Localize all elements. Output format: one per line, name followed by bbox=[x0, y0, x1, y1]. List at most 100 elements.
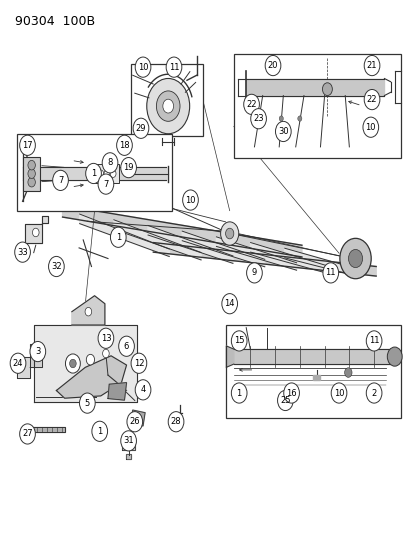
Circle shape bbox=[168, 411, 183, 432]
Polygon shape bbox=[233, 349, 390, 364]
Polygon shape bbox=[216, 237, 296, 270]
Circle shape bbox=[92, 421, 107, 441]
Circle shape bbox=[104, 170, 109, 177]
Circle shape bbox=[182, 190, 198, 210]
Polygon shape bbox=[284, 248, 359, 277]
Text: 11: 11 bbox=[169, 63, 179, 71]
Polygon shape bbox=[313, 375, 320, 380]
FancyBboxPatch shape bbox=[17, 134, 171, 211]
Polygon shape bbox=[246, 78, 384, 95]
Polygon shape bbox=[122, 439, 135, 450]
Circle shape bbox=[97, 170, 103, 177]
FancyBboxPatch shape bbox=[94, 164, 119, 183]
Polygon shape bbox=[79, 214, 169, 256]
Text: 22: 22 bbox=[246, 100, 256, 109]
FancyBboxPatch shape bbox=[225, 325, 400, 418]
Circle shape bbox=[243, 94, 259, 115]
Circle shape bbox=[283, 383, 299, 403]
FancyBboxPatch shape bbox=[233, 54, 400, 158]
Circle shape bbox=[297, 116, 301, 121]
Circle shape bbox=[322, 83, 332, 95]
Circle shape bbox=[121, 431, 136, 451]
Text: 30: 30 bbox=[278, 127, 288, 136]
Text: 7: 7 bbox=[58, 176, 63, 185]
Text: 6: 6 bbox=[123, 342, 129, 351]
Circle shape bbox=[28, 169, 35, 179]
Circle shape bbox=[231, 383, 247, 403]
Text: 8: 8 bbox=[107, 158, 112, 167]
Text: 26: 26 bbox=[129, 417, 140, 426]
Circle shape bbox=[278, 116, 282, 121]
Circle shape bbox=[166, 57, 181, 77]
Circle shape bbox=[98, 174, 114, 194]
Circle shape bbox=[250, 109, 266, 129]
Circle shape bbox=[32, 228, 39, 237]
Circle shape bbox=[246, 263, 262, 283]
Text: 1: 1 bbox=[97, 427, 102, 436]
Circle shape bbox=[28, 160, 35, 170]
Text: 21: 21 bbox=[366, 61, 376, 70]
Circle shape bbox=[366, 331, 381, 351]
Text: 1: 1 bbox=[91, 169, 96, 178]
Text: 27: 27 bbox=[22, 430, 33, 439]
Circle shape bbox=[162, 99, 173, 113]
Circle shape bbox=[85, 308, 91, 316]
Circle shape bbox=[363, 55, 379, 76]
Polygon shape bbox=[182, 231, 264, 266]
Text: 10: 10 bbox=[333, 389, 344, 398]
Circle shape bbox=[20, 424, 35, 444]
Text: 25: 25 bbox=[280, 396, 290, 405]
Circle shape bbox=[135, 57, 150, 77]
Polygon shape bbox=[114, 220, 201, 260]
Text: 10: 10 bbox=[185, 196, 195, 205]
Polygon shape bbox=[23, 427, 64, 432]
Text: 90304  100B: 90304 100B bbox=[15, 15, 95, 28]
Text: 7: 7 bbox=[103, 180, 108, 189]
Circle shape bbox=[20, 135, 35, 156]
Circle shape bbox=[231, 331, 247, 351]
Text: 4: 4 bbox=[140, 385, 145, 394]
FancyBboxPatch shape bbox=[131, 64, 202, 136]
Polygon shape bbox=[148, 225, 233, 263]
Circle shape bbox=[220, 222, 238, 245]
Polygon shape bbox=[56, 356, 126, 398]
Circle shape bbox=[119, 336, 134, 357]
Text: 17: 17 bbox=[22, 141, 33, 150]
Polygon shape bbox=[250, 243, 328, 273]
Circle shape bbox=[348, 249, 362, 268]
Circle shape bbox=[10, 353, 26, 373]
Circle shape bbox=[387, 347, 401, 366]
Circle shape bbox=[362, 117, 378, 138]
Text: 19: 19 bbox=[123, 163, 133, 172]
Polygon shape bbox=[25, 216, 48, 245]
Circle shape bbox=[322, 263, 338, 283]
Circle shape bbox=[127, 411, 142, 432]
Circle shape bbox=[28, 177, 35, 187]
Circle shape bbox=[102, 349, 109, 358]
Circle shape bbox=[275, 122, 290, 142]
Text: 13: 13 bbox=[100, 334, 111, 343]
Text: 24: 24 bbox=[13, 359, 23, 368]
Text: 15: 15 bbox=[233, 336, 244, 345]
Text: 32: 32 bbox=[51, 262, 62, 271]
Circle shape bbox=[225, 228, 233, 239]
Circle shape bbox=[156, 91, 180, 122]
Text: 22: 22 bbox=[366, 95, 376, 104]
Circle shape bbox=[65, 354, 80, 373]
Circle shape bbox=[102, 153, 118, 173]
Polygon shape bbox=[108, 383, 126, 400]
Text: 10: 10 bbox=[138, 63, 148, 71]
Polygon shape bbox=[153, 243, 375, 276]
Polygon shape bbox=[17, 357, 29, 378]
Text: 33: 33 bbox=[17, 248, 28, 257]
Text: 29: 29 bbox=[135, 124, 146, 133]
Text: 2: 2 bbox=[370, 389, 376, 398]
Circle shape bbox=[366, 383, 381, 403]
Circle shape bbox=[146, 78, 189, 134]
Circle shape bbox=[110, 227, 126, 247]
Text: 28: 28 bbox=[170, 417, 181, 426]
Text: 9: 9 bbox=[251, 269, 256, 277]
Circle shape bbox=[79, 393, 95, 413]
Circle shape bbox=[133, 118, 148, 139]
Circle shape bbox=[69, 359, 76, 368]
